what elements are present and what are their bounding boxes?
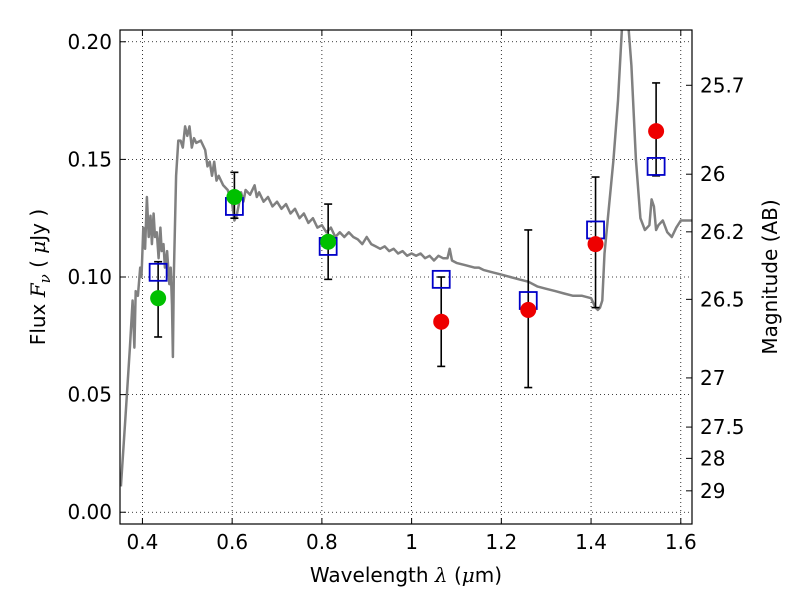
model-square [646,157,666,176]
observed-points [150,123,665,330]
spectrum-line [120,30,692,487]
model-square [431,269,451,289]
x-axis-label: Wavelength λ (μm) [310,563,502,587]
y2-axis-label: Magnitude (AB) [758,199,782,354]
x-axis: 0.4 0.6 0.8 1 1.2 1.4 1.6 [127,30,697,554]
y-tick-label: 0.20 [67,30,112,54]
data-point [150,290,167,307]
y-axis: 0.00 0.05 0.10 0.15 0.20 [67,30,126,524]
y2-tick-label: 25.7 [700,73,745,97]
y2-tick-label: 27 [700,366,725,390]
y2-tick-label: 27.5 [700,415,745,439]
x-tick-label: 1 [405,530,418,554]
y-tick-label: 0.10 [67,265,112,289]
y-tick-label: 0.05 [67,383,112,407]
y2-tick-label: 26.2 [700,220,745,244]
data-point [320,233,337,250]
data-point [520,301,537,318]
y2-tick-label: 29 [700,479,725,503]
data-point [226,189,243,206]
y2-tick-label: 28 [700,446,725,470]
spectrum [120,30,692,487]
y2-tick-label: 26.5 [700,287,745,311]
model-photometry [148,157,666,310]
plot-frame [119,29,693,525]
data-point [433,313,450,330]
model-square [148,262,168,282]
x-tick-label: 0.6 [216,530,248,554]
y2-axis: 25.7 26 26.2 26.5 27 27.5 28 29 [686,73,745,503]
y-tick-label: 0.15 [67,147,112,171]
data-point [587,236,604,253]
x-tick-label: 1.2 [485,530,517,554]
data-point [648,123,665,140]
x-tick-label: 1.6 [665,530,697,554]
y2-tick-label: 26 [700,162,725,186]
x-tick-label: 0.4 [127,530,159,554]
x-tick-label: 1.4 [575,530,607,554]
error-bars [154,82,661,389]
y-tick-label: 0.00 [67,500,112,524]
x-tick-label: 0.8 [306,530,338,554]
y-axis-label: Flux Fν ( μJy ) [26,209,54,345]
grid [120,30,692,524]
